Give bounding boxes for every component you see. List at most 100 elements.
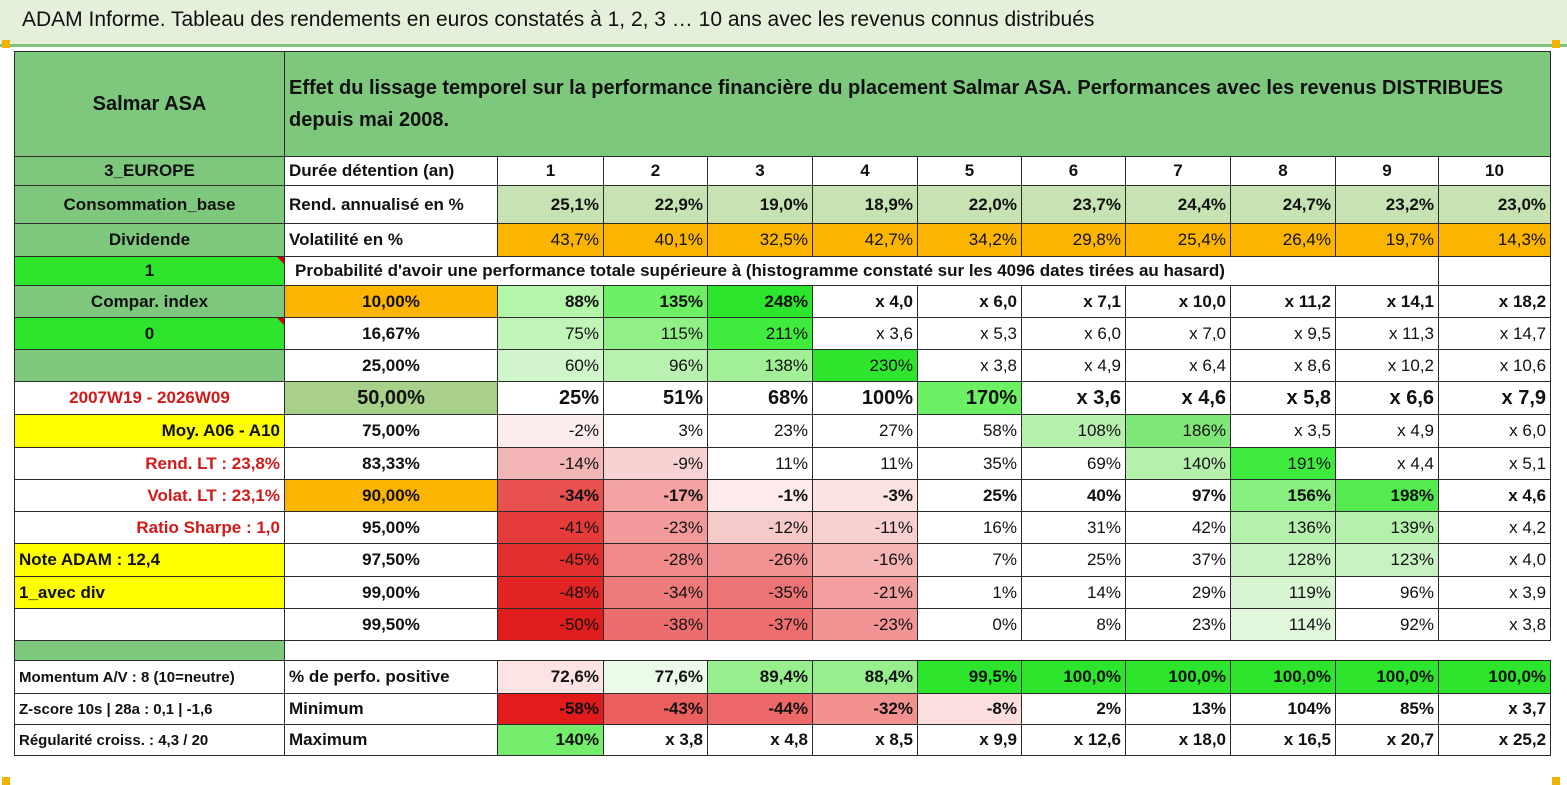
- value-cell: x 10,2: [1335, 349, 1439, 382]
- value-cell: -17%: [603, 479, 708, 512]
- value-cell: 96%: [603, 349, 708, 382]
- value-cell: 29%: [1125, 576, 1231, 609]
- value-cell: 11%: [707, 447, 813, 480]
- row-header: Régularité croiss. : 4,3 / 20: [14, 724, 285, 756]
- value-cell: 42,7%: [812, 223, 918, 257]
- row-header: Consommation_base: [14, 185, 285, 224]
- row-header: Rend. LT : 23,8%: [14, 447, 285, 480]
- table-row: Régularité croiss. : 4,3 / 20 Maximum 140%…: [14, 724, 1552, 756]
- value-cell: x 12,6: [1021, 724, 1126, 756]
- value-cell: x 7,0: [1125, 317, 1231, 350]
- value-cell: 97%: [1125, 479, 1231, 512]
- value-cell: 3%: [603, 414, 708, 448]
- value-cell: 114%: [1230, 608, 1336, 641]
- title-bar: ADAM Informe. Tableau des rendements en …: [0, 0, 1567, 44]
- value-cell: 32,5%: [707, 223, 813, 257]
- value-cell: -44%: [707, 693, 813, 725]
- row-header: [14, 349, 285, 382]
- value-cell: 25%: [1021, 543, 1126, 577]
- value-cell: x 6,4: [1125, 349, 1231, 382]
- value-cell: 96%: [1335, 576, 1439, 609]
- value-cell: 24,7%: [1230, 185, 1336, 224]
- description: Effet du lissage temporel sur la perform…: [283, 51, 1552, 157]
- value-cell: 31%: [1021, 511, 1126, 544]
- table-row: 1 Probabilité d'avoir une performance tot…: [14, 256, 1552, 286]
- value-cell: x 6,6: [1335, 381, 1439, 415]
- value-cell: 139%: [1335, 511, 1439, 544]
- value-cell: 1: [497, 156, 604, 186]
- row-header: Z-score 10s | 28a : 0,1 | -1,6: [14, 693, 285, 725]
- row-label: 95,00%: [284, 511, 498, 544]
- row-label: 50,00%: [284, 381, 498, 415]
- corner-marker: [1552, 40, 1560, 48]
- value-cell: 72,6%: [497, 660, 604, 694]
- row-label: 10,00%: [284, 285, 498, 318]
- value-cell: -8%: [917, 693, 1022, 725]
- value-cell: -28%: [603, 543, 708, 577]
- value-cell: 136%: [1230, 511, 1336, 544]
- value-cell: 25%: [917, 479, 1022, 512]
- value-cell: 16%: [917, 511, 1022, 544]
- corner-marker: [1552, 777, 1560, 785]
- row-label: Maximum: [284, 724, 498, 756]
- value-cell: 23,7%: [1021, 185, 1126, 224]
- value-cell: x 4,9: [1335, 414, 1439, 448]
- value-cell: x 7,1: [1021, 285, 1126, 318]
- value-cell: x 9,9: [917, 724, 1022, 756]
- value-cell: x 3,5: [1230, 414, 1336, 448]
- value-cell: x 9,5: [1230, 317, 1336, 350]
- value-cell: x 11,2: [1230, 285, 1336, 318]
- value-cell: x 18,0: [1125, 724, 1231, 756]
- table-row: Momentum A/V : 8 (10=neutre)% de perfo. …: [14, 660, 1552, 694]
- value-cell: 6: [1021, 156, 1126, 186]
- value-cell: 34,2%: [917, 223, 1022, 257]
- value-cell: 140%: [497, 724, 604, 756]
- value-cell: 9: [1335, 156, 1439, 186]
- value-cell: 123%: [1335, 543, 1439, 577]
- value-cell: 104%: [1230, 693, 1336, 725]
- value-cell: 24,4%: [1125, 185, 1231, 224]
- row-header: Compar. index: [14, 285, 285, 318]
- value-cell: 23%: [707, 414, 813, 448]
- title-underline: [0, 44, 1567, 47]
- value-cell: 3: [707, 156, 813, 186]
- row-label: Volatilité en %: [284, 223, 498, 257]
- value-cell: 69%: [1021, 447, 1126, 480]
- value-cell: 88,4%: [812, 660, 918, 694]
- value-cell: x 4,2: [1437, 511, 1552, 544]
- table-row: Dividende Volatilité en % 43,7% 40,1% 32,5% 4…: [14, 223, 1552, 257]
- value-cell: x 8,5: [812, 724, 918, 756]
- value-cell: 100,0%: [1230, 660, 1336, 694]
- value-cell: -38%: [603, 608, 708, 641]
- value-cell: 23,0%: [1437, 185, 1552, 224]
- value-cell: 77,6%: [603, 660, 708, 694]
- row-header: Dividende: [14, 223, 285, 257]
- value-cell: 7: [1125, 156, 1231, 186]
- value-cell: x 7,9: [1437, 381, 1552, 415]
- table-row: [14, 640, 1551, 661]
- value-cell: 100%: [812, 381, 918, 415]
- value-cell: -45%: [497, 543, 604, 577]
- table-row: Consommation_base Rend. annualisé en % 25,…: [14, 185, 1552, 224]
- value-cell: 51%: [603, 381, 708, 415]
- value-cell: 27%: [812, 414, 918, 448]
- value-cell: 43,7%: [497, 223, 604, 257]
- value-cell: x 3,9: [1437, 576, 1552, 609]
- row-label: 97,50%: [284, 543, 498, 577]
- value-cell: 92%: [1335, 608, 1439, 641]
- value-cell: x 3,8: [917, 349, 1022, 382]
- value-cell: 13%: [1125, 693, 1231, 725]
- value-cell: x 10,0: [1125, 285, 1231, 318]
- value-cell: 10: [1437, 156, 1552, 186]
- value-cell: 2: [603, 156, 708, 186]
- value-cell: -21%: [812, 576, 918, 609]
- value-cell: 19,0%: [707, 185, 813, 224]
- value-cell: -9%: [603, 447, 708, 480]
- row-header: Volat. LT : 23,1%: [14, 479, 285, 512]
- value-cell: 40%: [1021, 479, 1126, 512]
- value-cell: x 20,7: [1335, 724, 1439, 756]
- value-cell: 2%: [1021, 693, 1126, 725]
- value-cell: 23,2%: [1335, 185, 1439, 224]
- value-cell: x 16,5: [1230, 724, 1336, 756]
- corner-marker: [2, 777, 10, 785]
